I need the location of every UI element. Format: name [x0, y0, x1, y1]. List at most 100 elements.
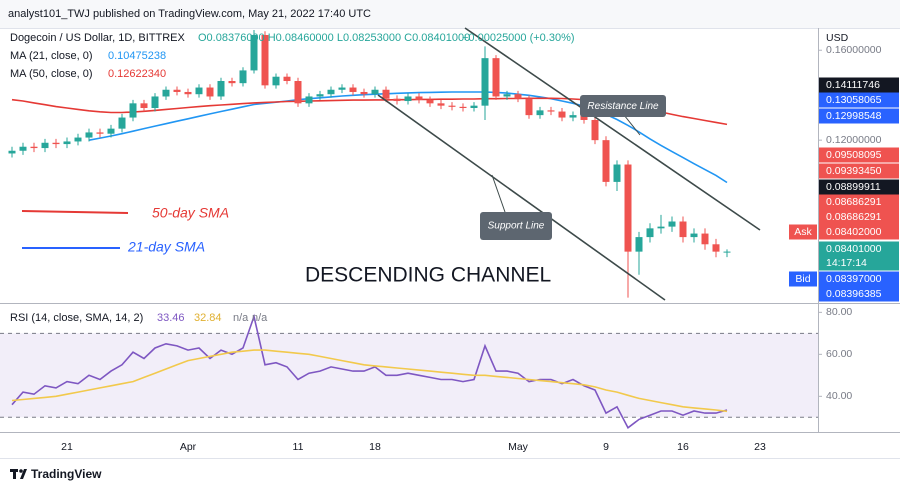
- price-label-bg: [819, 147, 899, 163]
- x-tick-label: May: [508, 441, 529, 453]
- candle-body: [239, 70, 247, 84]
- candle-body: [217, 81, 225, 97]
- price-label: 0.08396385: [826, 288, 882, 300]
- candle-body: [305, 96, 313, 104]
- header: analyst101_TWJ published on TradingView.…: [8, 8, 371, 20]
- price-label: 0.09508095: [826, 149, 882, 161]
- support-label: Support Line: [488, 221, 545, 232]
- candle-body: [327, 89, 335, 95]
- candle-body: [470, 105, 478, 109]
- channel-label: DESCENDING CHANNEL: [305, 264, 551, 287]
- resistance-label: Resistance Line: [587, 101, 659, 112]
- candle-body: [558, 111, 566, 118]
- ma50-value: 0.12622340: [108, 68, 166, 80]
- candle-body: [415, 96, 423, 100]
- candle-body: [8, 150, 16, 154]
- rsi-extra: n/a: [233, 312, 249, 324]
- candle-body: [228, 81, 236, 84]
- price-label: 0.08686291: [826, 196, 882, 208]
- candle-body: [591, 119, 599, 141]
- y-tick-label: 0.12000000: [826, 134, 882, 146]
- candle-body: [360, 91, 368, 95]
- candle-body: [690, 233, 698, 238]
- candle-body: [723, 251, 731, 253]
- candle-body: [316, 94, 324, 97]
- logo-part: [20, 469, 27, 479]
- price-label: 0.12998548: [826, 110, 882, 122]
- y-tick-label: 80.00: [826, 306, 852, 318]
- price-tag: Ask: [794, 226, 812, 238]
- candle-body: [184, 91, 192, 95]
- series-line: [88, 91, 728, 184]
- candle-body: [272, 76, 280, 86]
- candle-body: [459, 106, 467, 109]
- ma21-legend: MA (21, close, 0): [10, 50, 93, 62]
- candle-body: [96, 132, 104, 134]
- price-tag-bg: [789, 224, 817, 240]
- candle-body: [162, 89, 170, 97]
- rsi-extra: n/a: [252, 312, 268, 324]
- candle-body: [283, 76, 291, 82]
- logo-part: [19, 469, 23, 473]
- candle-body: [701, 233, 709, 245]
- candle-body: [140, 103, 148, 109]
- price-label: 0.08397000: [826, 273, 882, 285]
- price-label-bg: [819, 163, 899, 179]
- candle-body: [261, 34, 269, 86]
- footer-logo: [10, 469, 27, 479]
- support-line: [377, 94, 666, 301]
- candle-body: [404, 96, 412, 102]
- x-tick-label: 21: [61, 441, 73, 453]
- price-label: 0.13058065: [826, 94, 882, 106]
- rsi-pane: [0, 313, 818, 430]
- price-label: 14:17:14: [826, 257, 867, 269]
- candle-body: [294, 81, 302, 104]
- ohlc-values: O0.08376000 H0.08460000 L0.08253000 C0.0…: [198, 32, 470, 44]
- candle-body: [624, 164, 632, 252]
- rsi-band: [0, 333, 818, 418]
- price-label: 0.08401000: [826, 243, 882, 255]
- price-tag-bg: [789, 271, 817, 287]
- candle-body: [492, 58, 500, 97]
- support-pointer: [491, 174, 506, 213]
- candle-body: [514, 94, 522, 99]
- axes: 0.16000000 0.12000000 21 Apr 11 18 May 9 16 23 80.…: [61, 44, 899, 453]
- ma50-legend: MA (50, close, 0): [10, 68, 93, 80]
- y-tick-label: 0.16000000: [826, 44, 882, 56]
- x-tick-label: 18: [369, 441, 381, 453]
- candle-body: [19, 146, 27, 151]
- price-label: 0.09393450: [826, 165, 882, 177]
- candle-body: [250, 34, 258, 71]
- candle-body: [52, 142, 60, 145]
- price-tag: Bid: [795, 273, 810, 285]
- price-label-bg: [819, 77, 899, 93]
- candle-body: [613, 164, 621, 182]
- series-line: [11, 349, 728, 413]
- candle-body: [679, 221, 687, 238]
- candle-body: [569, 115, 577, 118]
- rsi-value: 33.46: [157, 312, 185, 324]
- price-pane: [8, 30, 731, 298]
- sma50-label: 50-day SMA: [152, 205, 229, 221]
- candle-body: [602, 140, 610, 182]
- symbol-title: Dogecoin / US Dollar, 1D, BITTREX: [10, 32, 186, 44]
- price-change: +0.00025000 (+0.30%): [462, 32, 575, 44]
- y-tick-label: 40.00: [826, 390, 852, 402]
- candle-body: [206, 87, 214, 97]
- rsi-title: RSI (14, close, SMA, 14, 2): [10, 312, 143, 324]
- price-label-bg: [819, 224, 899, 240]
- price-label-bg: [819, 209, 899, 225]
- candle-body: [536, 110, 544, 116]
- resistance-line: [464, 27, 761, 231]
- x-tick-label: 11: [293, 441, 304, 453]
- candle-body: [437, 103, 445, 106]
- y-tick-label: 60.00: [826, 348, 852, 360]
- candle-body: [30, 146, 38, 149]
- candle-body: [74, 137, 82, 142]
- sma21-label: 21-day SMA: [127, 239, 205, 255]
- rsi-ma-value: 32.84: [194, 312, 222, 324]
- x-tick-label: Apr: [180, 441, 197, 453]
- candle-body: [712, 244, 720, 252]
- candle-body: [635, 237, 643, 252]
